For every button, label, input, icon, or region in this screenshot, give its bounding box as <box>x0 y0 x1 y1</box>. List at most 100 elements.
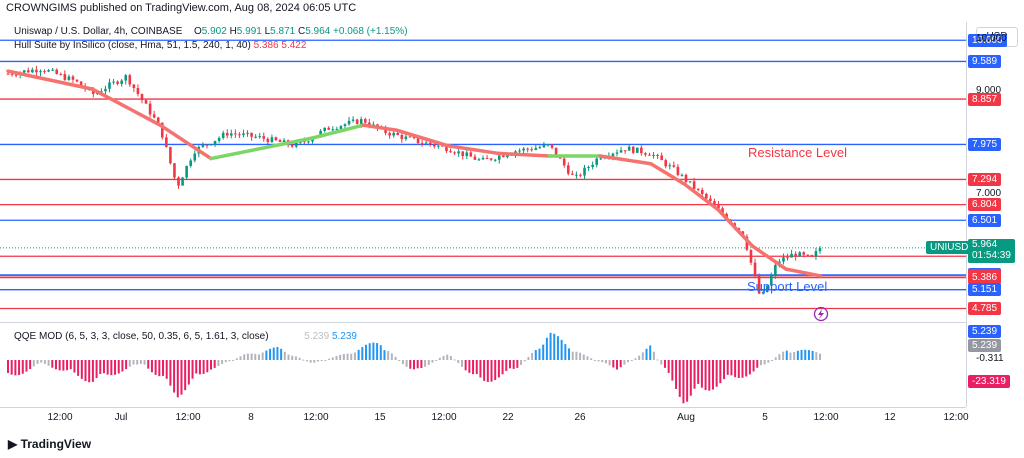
qqe-bar <box>575 351 578 360</box>
pane-separator <box>0 322 966 323</box>
qqe-bar <box>198 360 201 375</box>
qqe-bar <box>51 360 54 368</box>
qqe-bar <box>446 354 449 360</box>
qqe-bar <box>630 360 633 361</box>
qqe-bar <box>494 360 497 381</box>
qqe-bar <box>619 360 622 368</box>
level-tag-5: 6.804 <box>968 198 1002 212</box>
qqe-bar <box>210 360 212 370</box>
candle-body <box>331 129 335 131</box>
candle-body <box>148 103 152 115</box>
qqe-bar <box>534 350 537 360</box>
qqe-bar <box>36 360 39 364</box>
candle-body <box>802 252 806 255</box>
qqe-tag-min: -23.319 <box>968 375 1010 388</box>
candle-body <box>274 137 278 141</box>
qqe-bar <box>261 352 264 360</box>
candle-body <box>181 177 184 186</box>
qqe-bar <box>294 356 297 360</box>
qqe-value-2: 5.239 <box>331 331 357 342</box>
qqe-bar <box>324 359 327 361</box>
qqe-bar <box>77 360 80 376</box>
candle-body <box>420 143 424 145</box>
candle-body <box>59 73 63 75</box>
candle-body <box>790 253 793 258</box>
candle-body <box>205 144 209 146</box>
qqe-bar <box>246 353 249 360</box>
candle-body <box>554 147 558 156</box>
candle-body <box>136 87 140 95</box>
qqe-bar <box>490 360 493 382</box>
qqe-bar <box>531 352 534 360</box>
qqe-bar <box>638 355 641 360</box>
candle-body <box>35 69 38 73</box>
qqe-bar <box>162 360 165 376</box>
candle-body <box>465 152 469 156</box>
price-axis-separator <box>966 22 967 407</box>
candle-body <box>477 159 481 161</box>
qqe-bar <box>357 349 360 360</box>
candle-body <box>449 151 452 153</box>
qqe-bar <box>782 351 785 360</box>
hull-segment <box>260 136 315 151</box>
candle-body <box>473 156 477 160</box>
candle-body <box>526 148 529 150</box>
qqe-bar <box>368 343 371 360</box>
candle-body <box>786 257 789 259</box>
qqe-bar <box>734 360 737 378</box>
time-axis-separator <box>0 407 966 408</box>
qqe-bar <box>752 360 755 372</box>
qqe-bar <box>748 360 751 375</box>
candle-body <box>814 251 818 257</box>
qqe-bar <box>549 332 552 360</box>
qqe-bar <box>58 360 61 371</box>
level-tag-4: 7.294 <box>968 172 1002 186</box>
qqe-bar <box>320 360 323 361</box>
qqe-bar <box>667 360 670 373</box>
qqe-bar <box>789 352 792 360</box>
candle-body <box>774 265 777 276</box>
candle-body <box>152 114 156 118</box>
candle-body <box>579 174 582 176</box>
candle-body <box>562 158 566 166</box>
qqe-bar <box>745 360 748 377</box>
candle-body <box>75 79 79 82</box>
qqe-bar <box>243 354 246 360</box>
qqe-bar <box>257 354 260 360</box>
qqe-bar <box>479 360 482 378</box>
qqe-tag-1: 5.239 <box>968 325 1002 338</box>
qqe-bar <box>339 354 342 360</box>
qqe-bar <box>353 352 356 360</box>
qqe-bar <box>154 360 157 375</box>
candle-body <box>230 133 233 136</box>
qqe-bar <box>527 356 530 360</box>
qqe-bar <box>416 360 419 369</box>
qqe-bar <box>265 350 268 360</box>
candle-body <box>709 198 712 202</box>
candle-body <box>656 154 659 156</box>
qqe-bar <box>217 360 220 366</box>
candle-body <box>652 154 655 156</box>
qqe-bar <box>313 360 316 363</box>
candle-body <box>619 150 623 153</box>
candle-body <box>303 141 306 143</box>
qqe-bar <box>409 360 412 369</box>
candle-body <box>566 165 570 174</box>
candle-body <box>765 285 769 293</box>
candle-body <box>611 153 615 157</box>
qqe-bar <box>383 350 386 360</box>
candle-body <box>583 167 586 176</box>
candle-body <box>627 146 631 151</box>
qqe-bar <box>678 360 681 397</box>
candle-body <box>542 144 546 148</box>
qqe-bar <box>73 360 76 373</box>
hull-segment <box>446 143 501 156</box>
qqe-bar <box>759 360 762 366</box>
candle-body <box>591 164 594 168</box>
qqe-bar <box>69 360 72 370</box>
qqe-bar <box>10 360 13 375</box>
candle-body <box>631 146 635 153</box>
high-value: 5.991 <box>236 26 262 37</box>
candle-body <box>502 155 505 158</box>
